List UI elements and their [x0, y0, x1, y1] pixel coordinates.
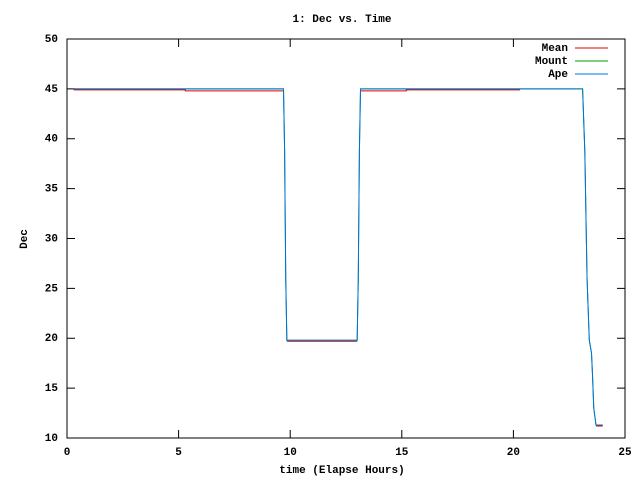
x-tick-label: 10 — [284, 447, 297, 459]
series-line — [73, 89, 603, 427]
legend-label: Mount — [535, 56, 568, 68]
y-tick-label: 20 — [45, 333, 58, 345]
x-tick-label: 25 — [618, 447, 632, 459]
x-tick-label: 0 — [64, 447, 71, 459]
y-tick-label: 45 — [45, 84, 59, 96]
x-axis-label: time (Elapse Hours) — [279, 465, 404, 477]
y-tick-label: 15 — [45, 383, 59, 395]
y-axis-label: Dec — [19, 229, 31, 249]
y-tick-label: 30 — [45, 233, 58, 245]
legend-label: Ape — [548, 69, 568, 81]
series-line — [73, 88, 603, 426]
x-tick-label: 5 — [175, 447, 182, 459]
chart-title: 1: Dec vs. Time — [292, 14, 391, 26]
y-tick-label: 25 — [45, 283, 59, 295]
y-tick-label: 40 — [45, 134, 58, 146]
x-tick-label: 15 — [395, 447, 409, 459]
y-tick-label: 50 — [45, 34, 58, 46]
y-tick-label: 10 — [45, 433, 58, 445]
y-tick-label: 35 — [45, 184, 59, 196]
x-tick-label: 20 — [507, 447, 520, 459]
legend-label: Mean — [542, 43, 568, 55]
